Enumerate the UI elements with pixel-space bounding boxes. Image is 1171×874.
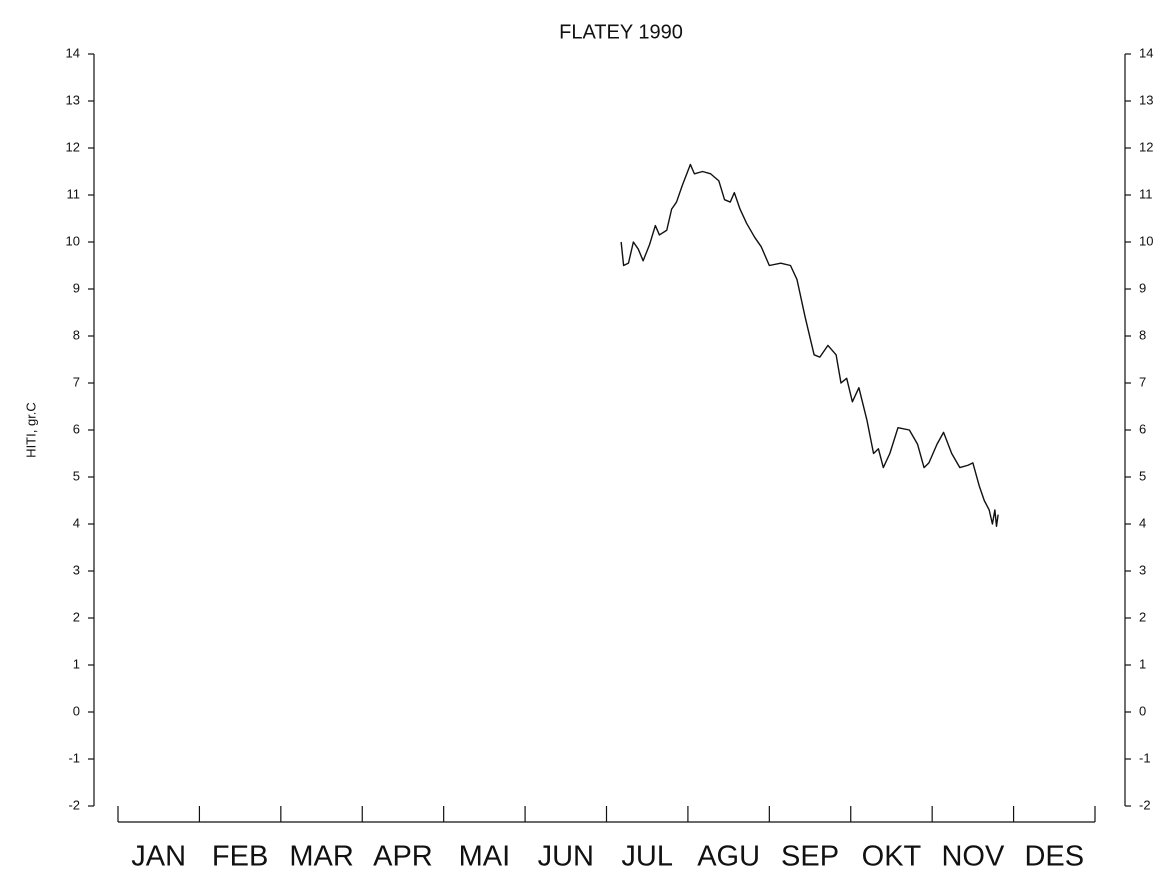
y2-tick-label: 10 (1139, 233, 1153, 248)
y2-tick-label: 12 (1139, 139, 1153, 154)
x-category-label: JUL (621, 841, 673, 873)
data-line (620, 163, 999, 528)
y2-tick-label: 14 (1139, 45, 1153, 60)
y2-tick-label: 7 (1139, 374, 1146, 389)
y2-tick-label: -1 (1139, 750, 1151, 765)
y-tick-label: 7 (73, 374, 80, 389)
y2-tick-label: 2 (1139, 609, 1146, 624)
y2-tick-label: -2 (1139, 797, 1151, 812)
y-tick-label: 11 (67, 186, 81, 201)
x-category-label: NOV (941, 841, 1005, 873)
x-category-label: JAN (131, 841, 186, 873)
y-tick-label: 8 (73, 327, 80, 342)
x-category-label: SEP (781, 841, 839, 873)
y-tick-label: 1 (73, 656, 80, 671)
y-tick-label: 10 (66, 233, 80, 248)
x-category-label: OKT (862, 841, 922, 873)
y2-tick-label: 13 (1139, 92, 1153, 107)
y2-tick-label: 11 (1139, 186, 1153, 201)
y-tick-label: 0 (73, 703, 80, 718)
y-tick-label: 2 (73, 609, 80, 624)
y-tick-label: 5 (73, 468, 80, 483)
x-category-label: MAR (289, 841, 353, 873)
y2-tick-label: 6 (1139, 421, 1146, 436)
x-category-label: FEB (212, 841, 268, 873)
y-tick-label: 6 (73, 421, 80, 436)
y2-tick-label: 9 (1139, 280, 1146, 295)
x-category-label: AGU (697, 841, 760, 873)
x-category-label: DES (1024, 841, 1084, 873)
y-tick-label: 4 (73, 515, 80, 530)
y-axis-label: HITI, gr.C (23, 402, 38, 458)
x-category-label: JUN (538, 841, 594, 873)
y-tick-label: 12 (66, 139, 80, 154)
y2-tick-label: 8 (1139, 327, 1146, 342)
y2-tick-label: 1 (1139, 656, 1146, 671)
y2-tick-label: 0 (1139, 703, 1146, 718)
y-tick-label: -1 (68, 750, 80, 765)
y2-tick-label: 5 (1139, 468, 1146, 483)
x-category-label: MAI (459, 841, 511, 873)
y2-tick-label: 3 (1139, 562, 1146, 577)
y-tick-label: 14 (66, 45, 80, 60)
y-tick-label: -2 (68, 797, 80, 812)
chart-title: FLATEY 1990 (559, 21, 683, 43)
y-tick-label: 13 (66, 92, 80, 107)
x-category-label: APR (373, 841, 433, 873)
y-tick-label: 9 (73, 280, 80, 295)
y2-tick-label: 4 (1139, 515, 1146, 530)
y-tick-label: 3 (73, 562, 80, 577)
